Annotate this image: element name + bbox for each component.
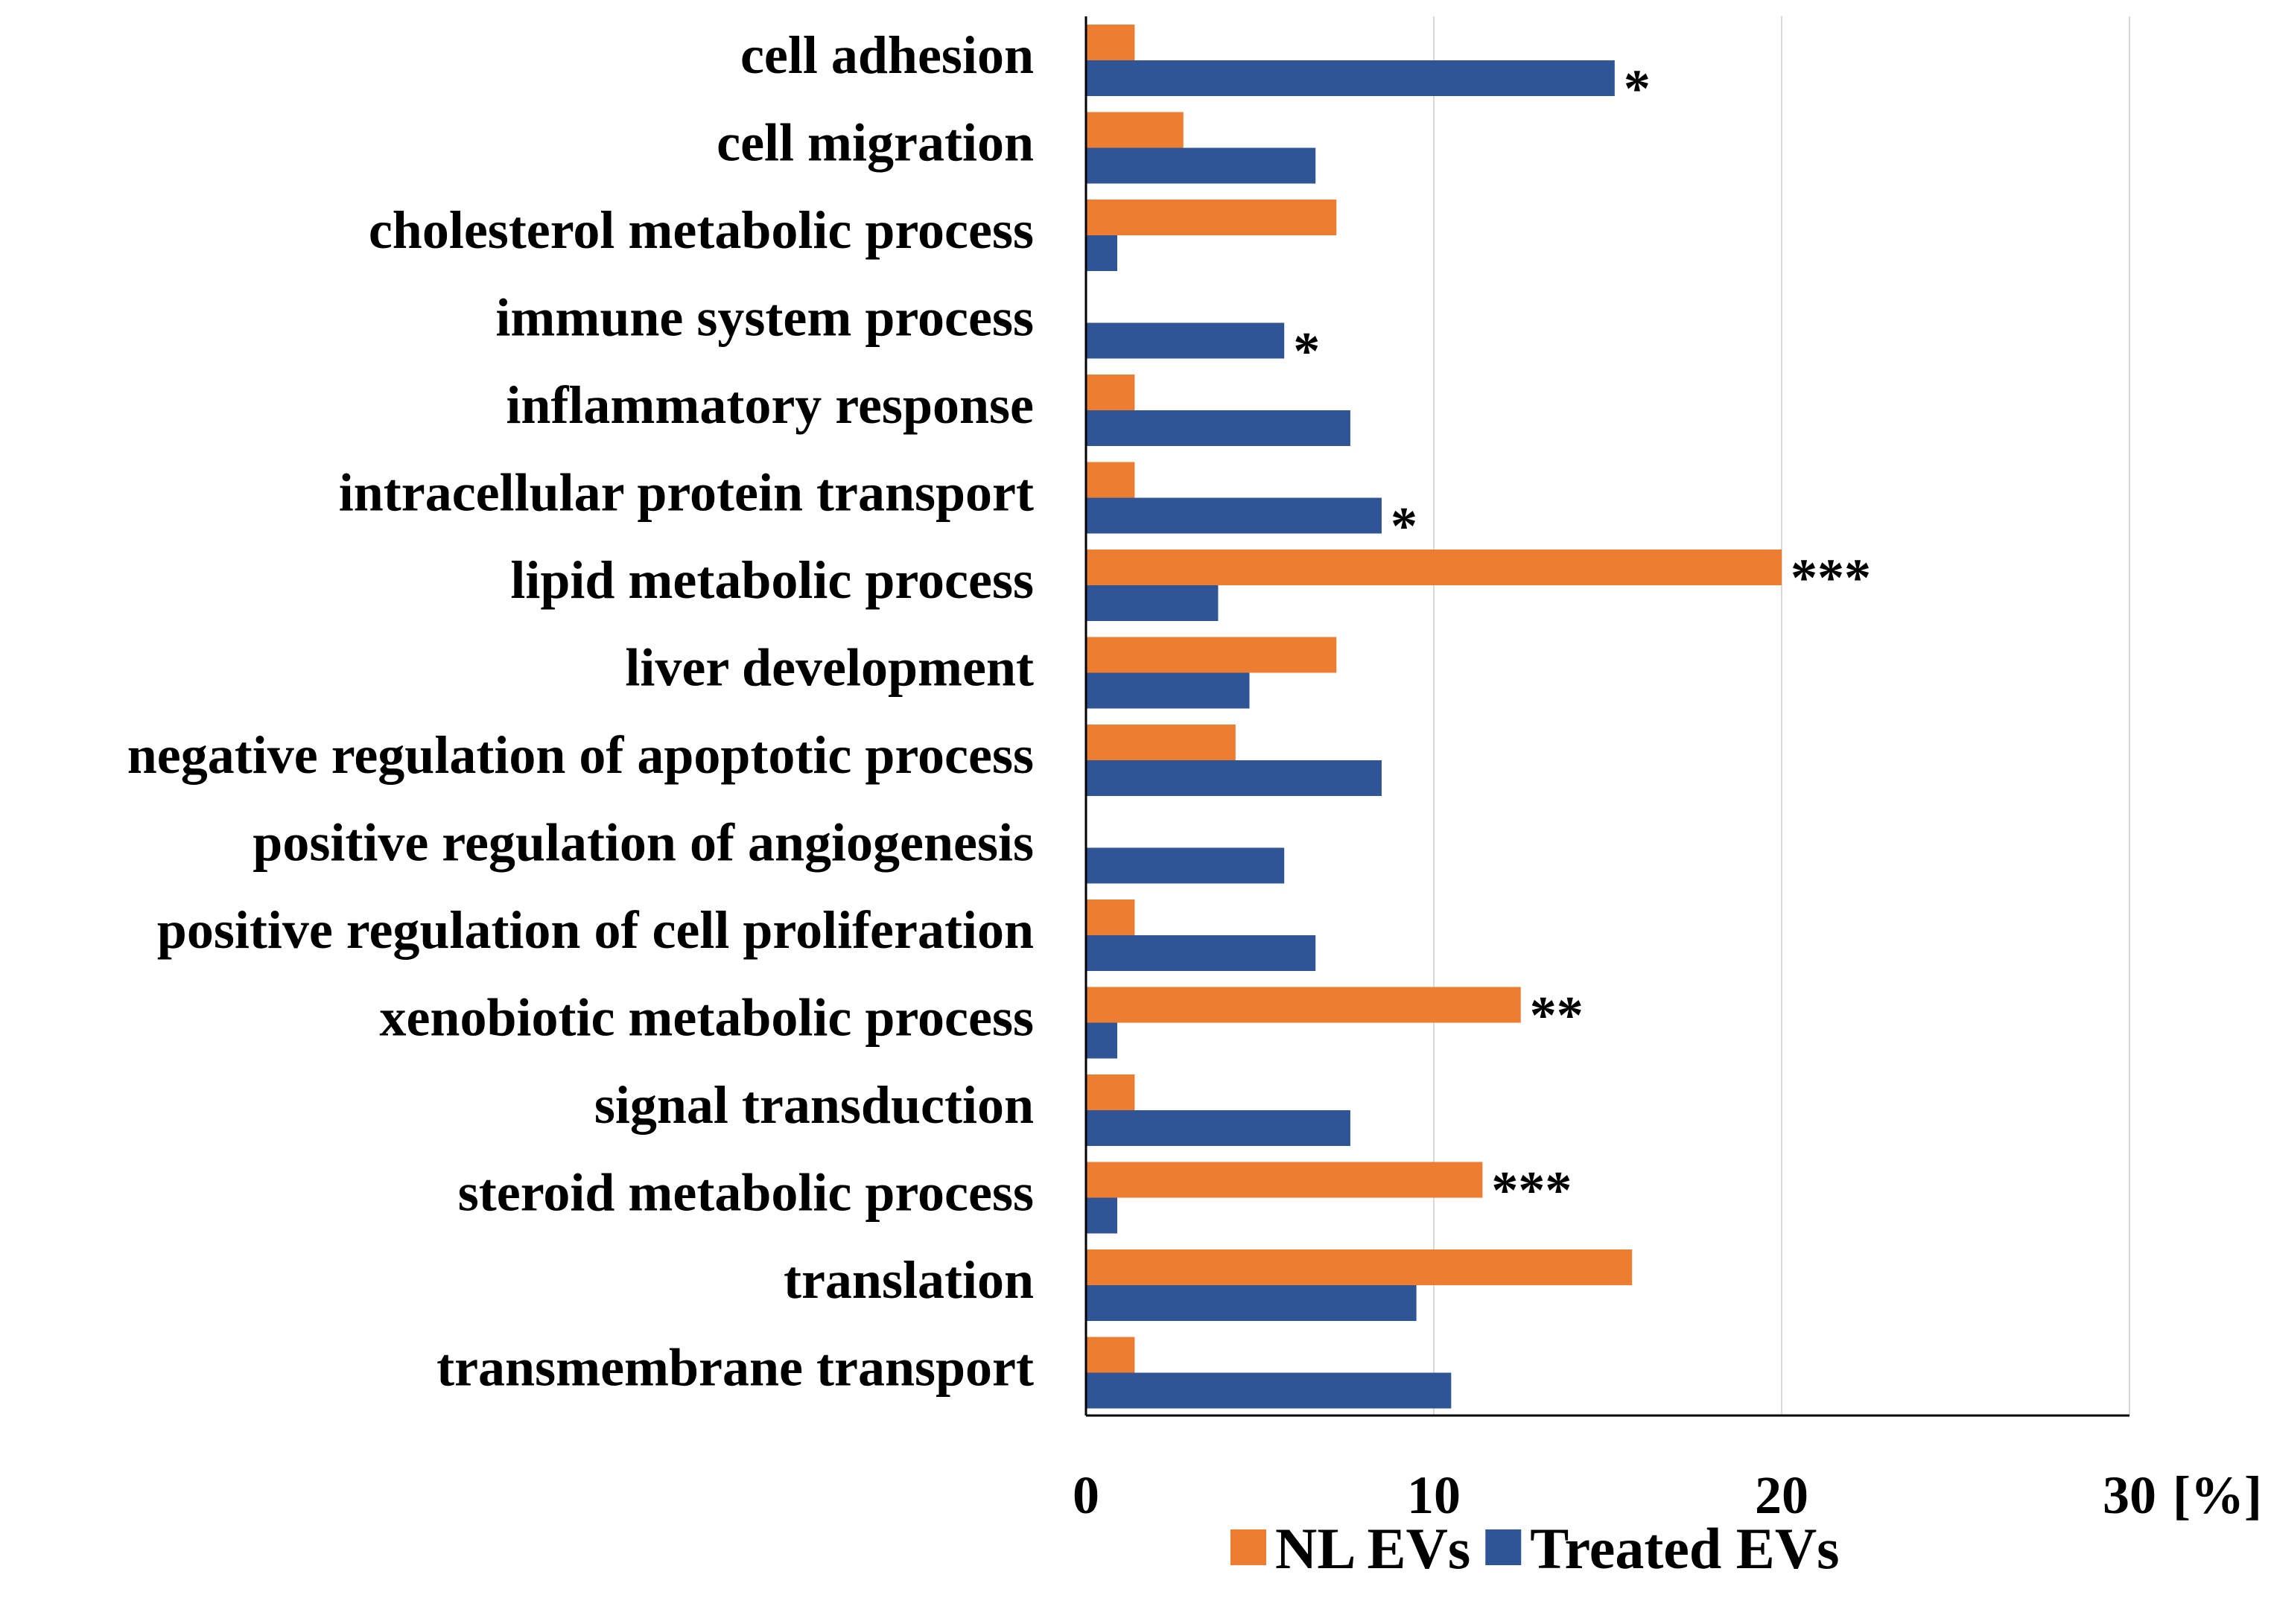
treated-evs-bar [1086,497,1382,534]
nl-evs-bar [1086,1337,1135,1373]
treated-evs-bar [1086,1110,1350,1146]
category-label: lipid metabolic process [510,550,1034,610]
treated-evs-bar [1086,322,1285,359]
treated-evs-bar [1086,1285,1417,1321]
category-label: inflammatory response [506,375,1034,435]
category-label: negative regulation of apoptotic process [127,725,1034,785]
treated-evs-legend-swatch [1485,1529,1522,1565]
x-unit-label: [%] [2173,1465,2262,1525]
significance-label: * [1293,322,1320,381]
significance-annotations: *********** [1293,59,1871,1220]
nl-evs-bar [1086,725,1236,760]
significance-label: ** [1530,986,1584,1045]
legend: NL EVs Treated EVs [1230,1516,1840,1581]
nl-evs-bar [1086,550,1782,585]
nl-evs-legend-swatch [1230,1529,1266,1565]
x-tick-label: 10 [1407,1465,1461,1525]
treated-evs-bar [1086,1372,1452,1409]
treated-evs-bar [1086,1022,1118,1059]
axes [1084,16,2129,1417]
category-label: immune system process [495,288,1034,348]
x-tick-labels: 0 10 20 30 [%] [1073,1465,2262,1525]
category-label: cell migration [717,113,1034,173]
nl-evs-bar [1086,1074,1135,1110]
category-label: cell adhesion [740,25,1034,85]
category-label: liver development [625,638,1034,698]
category-label: xenobiotic metabolic process [379,988,1034,1048]
nl-evs-bar [1086,987,1521,1023]
category-label: cholesterol metabolic process [369,200,1034,260]
category-labels: cell adhesion cell migration cholesterol m… [127,25,1034,1398]
significance-label: *** [1791,548,1871,608]
nl-evs-bar [1086,112,1184,148]
nl-evs-bar [1086,25,1135,60]
x-tick-label: 20 [1755,1465,1808,1525]
treated-evs-bar [1086,235,1118,271]
treated-evs-bar [1086,672,1250,709]
treated-evs-bar [1086,60,1615,96]
treated-evs-bar [1086,935,1316,971]
treated-evs-bar [1086,760,1382,796]
nl-evs-bar [1086,637,1337,673]
treated-evs-bar [1086,847,1285,884]
significance-label: * [1624,59,1651,118]
treated-evs-bar [1086,1197,1118,1234]
x-tick-label: 30 [2103,1465,2156,1525]
treated-evs-bar [1086,147,1316,184]
nl-evs-legend-label: NL EVs [1275,1516,1470,1581]
bars [1086,25,1782,1409]
x-tick-label: 0 [1073,1465,1099,1525]
nl-evs-bar [1086,200,1337,235]
significance-label: *** [1491,1161,1572,1220]
nl-evs-bar [1086,899,1135,935]
category-label: translation [784,1250,1034,1310]
treated-evs-bar [1086,410,1350,446]
treated-evs-bar [1086,585,1219,621]
category-label: positive regulation of cell proliferatio… [157,900,1034,960]
significance-label: * [1391,497,1417,556]
treated-evs-legend-label: Treated EVs [1530,1516,1839,1581]
nl-evs-bar [1086,375,1135,410]
category-label: positive regulation of angiogenesis [252,813,1034,873]
category-label: steroid metabolic process [458,1163,1034,1223]
category-label: signal transduction [594,1075,1034,1135]
nl-evs-bar [1086,1162,1483,1198]
category-label: transmembrane transport [436,1338,1034,1398]
nl-evs-bar [1086,462,1135,498]
nl-evs-bar [1086,1249,1633,1285]
category-label: intracellular protein transport [339,463,1034,523]
